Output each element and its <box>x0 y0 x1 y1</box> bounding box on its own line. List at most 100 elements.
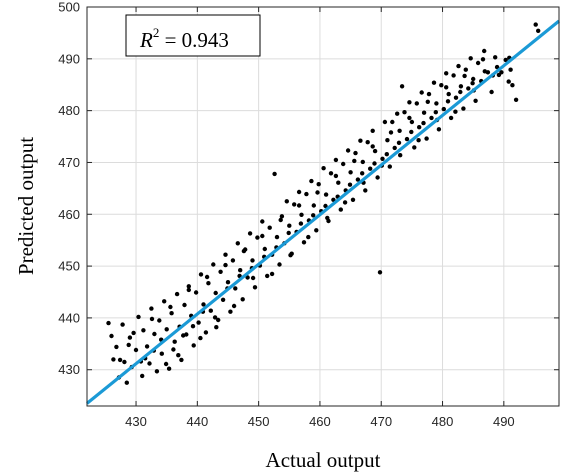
data-point <box>353 150 358 156</box>
data-point <box>489 89 494 95</box>
data-point <box>508 67 513 72</box>
y-tick-label: 450 <box>58 259 80 274</box>
data-point <box>365 140 370 145</box>
data-point <box>162 299 167 304</box>
data-point <box>482 48 487 54</box>
data-point <box>348 170 353 175</box>
data-point <box>301 240 307 245</box>
data-point <box>390 119 395 125</box>
data-point <box>363 188 368 193</box>
y-tick-label: 470 <box>58 155 80 170</box>
data-point <box>429 115 434 121</box>
data-point <box>272 171 277 177</box>
data-point <box>358 138 363 143</box>
data-point <box>409 129 414 135</box>
data-point <box>398 153 403 158</box>
data-point <box>213 290 218 296</box>
data-point <box>292 202 297 207</box>
data-point <box>154 369 160 374</box>
data-point <box>114 344 119 350</box>
data-point <box>404 136 410 142</box>
data-point <box>260 233 265 239</box>
data-point <box>333 157 339 163</box>
data-point <box>245 275 250 280</box>
data-point <box>316 182 321 187</box>
r2-annotation-box <box>125 14 261 57</box>
data-point <box>260 219 265 224</box>
data-point <box>212 315 218 320</box>
data-point <box>510 83 515 88</box>
data-point <box>414 101 419 106</box>
data-point <box>439 83 444 88</box>
data-point <box>120 322 125 327</box>
data-point <box>470 81 475 86</box>
data-point <box>252 285 258 290</box>
data-point <box>402 110 407 115</box>
data-point <box>122 359 127 365</box>
data-point <box>311 203 316 208</box>
data-point <box>352 158 357 164</box>
data-point <box>225 280 231 285</box>
data-point <box>168 304 173 310</box>
x-tick-label: 460 <box>309 414 331 429</box>
data-point <box>144 344 150 349</box>
data-point <box>473 98 478 104</box>
data-point <box>127 335 133 340</box>
data-point <box>503 57 508 63</box>
y-tick-label: 460 <box>58 207 80 222</box>
axis-ticks: 430 440 450 460 470 480 490 430 440 450 460 470 480 4… <box>58 0 559 429</box>
data-point <box>141 328 146 333</box>
data-point <box>159 351 164 356</box>
data-point <box>228 309 233 314</box>
data-point <box>198 335 203 341</box>
data-point <box>453 109 458 114</box>
data-point <box>298 221 304 226</box>
data-point <box>296 203 302 208</box>
data-point <box>174 291 180 297</box>
data-point <box>309 178 314 184</box>
data-point <box>325 215 330 221</box>
data-point <box>445 99 451 104</box>
data-point <box>286 230 291 236</box>
data-point <box>463 67 468 72</box>
data-point <box>456 63 461 69</box>
data-point <box>342 200 348 205</box>
data-point <box>262 246 267 252</box>
data-point <box>172 339 177 344</box>
data-point <box>198 272 204 277</box>
data-point <box>482 69 487 74</box>
data-point <box>412 145 417 150</box>
data-point <box>451 73 456 78</box>
data-point <box>133 347 139 353</box>
data-point <box>169 311 174 316</box>
data-point <box>117 357 123 363</box>
data-point <box>265 273 270 279</box>
data-point <box>106 320 111 326</box>
data-point <box>204 274 210 280</box>
data-point <box>218 269 223 274</box>
y-tick-label: 440 <box>58 310 80 325</box>
data-point <box>279 214 285 219</box>
data-point <box>147 361 152 366</box>
data-point <box>163 361 169 367</box>
data-point <box>311 213 316 218</box>
data-point <box>284 199 289 204</box>
data-point <box>255 235 260 240</box>
data-point <box>392 145 397 151</box>
data-point <box>164 327 169 332</box>
data-point <box>190 324 196 329</box>
data-point <box>471 76 476 82</box>
data-point <box>377 270 383 275</box>
data-point <box>444 71 449 76</box>
data-point <box>230 258 236 263</box>
data-point <box>375 175 380 180</box>
data-point <box>241 248 247 254</box>
data-point <box>214 325 219 330</box>
data-point <box>149 306 154 311</box>
data-point <box>338 207 343 212</box>
data-point <box>370 144 375 149</box>
data-point <box>149 316 155 322</box>
data-point <box>493 55 498 60</box>
data-point <box>211 262 216 267</box>
data-point <box>126 342 131 348</box>
